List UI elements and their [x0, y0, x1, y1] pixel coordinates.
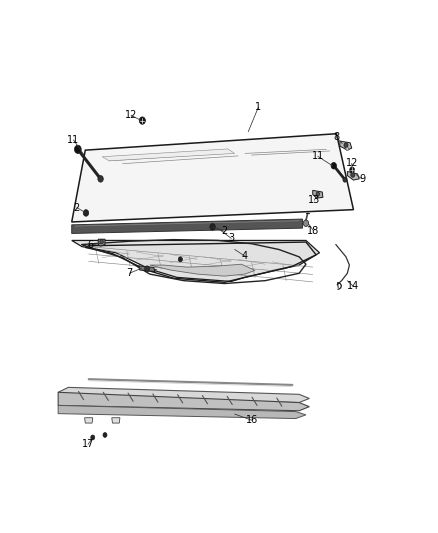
Circle shape — [100, 240, 103, 244]
Polygon shape — [347, 172, 359, 180]
Text: 12: 12 — [125, 110, 138, 120]
Polygon shape — [58, 406, 306, 418]
Circle shape — [344, 143, 348, 148]
Text: 14: 14 — [347, 281, 360, 292]
Text: 18: 18 — [307, 225, 320, 236]
Polygon shape — [85, 418, 93, 423]
Polygon shape — [72, 240, 320, 281]
Circle shape — [91, 435, 95, 440]
Polygon shape — [340, 141, 352, 150]
Polygon shape — [139, 266, 155, 272]
Text: 2: 2 — [221, 227, 228, 237]
Polygon shape — [72, 134, 353, 222]
Circle shape — [346, 147, 349, 150]
Circle shape — [139, 117, 145, 124]
Text: 4: 4 — [242, 251, 248, 261]
Text: 16: 16 — [246, 415, 258, 425]
Circle shape — [178, 257, 182, 262]
Polygon shape — [112, 418, 120, 423]
Circle shape — [331, 163, 336, 169]
Text: 1: 1 — [255, 102, 261, 112]
Circle shape — [303, 220, 309, 227]
Polygon shape — [150, 264, 255, 276]
Circle shape — [343, 177, 347, 182]
Polygon shape — [313, 190, 323, 198]
Text: 12: 12 — [346, 158, 358, 168]
Polygon shape — [58, 392, 309, 411]
Text: 13: 13 — [308, 195, 321, 205]
Text: 6: 6 — [87, 240, 93, 251]
Circle shape — [98, 175, 103, 182]
Polygon shape — [102, 149, 235, 161]
Circle shape — [83, 209, 88, 216]
Circle shape — [103, 432, 107, 438]
Text: 9: 9 — [359, 174, 365, 184]
Polygon shape — [72, 219, 303, 233]
Circle shape — [351, 172, 355, 177]
Text: 8: 8 — [333, 132, 339, 142]
Circle shape — [316, 192, 320, 196]
Text: 2: 2 — [74, 203, 80, 213]
Circle shape — [74, 145, 81, 154]
Text: 3: 3 — [228, 233, 234, 244]
Text: 7: 7 — [126, 268, 133, 278]
Polygon shape — [58, 387, 309, 402]
Text: 11: 11 — [67, 135, 80, 145]
Circle shape — [350, 167, 354, 173]
Circle shape — [210, 224, 215, 230]
Text: 11: 11 — [312, 151, 324, 161]
Text: 17: 17 — [82, 439, 94, 449]
Polygon shape — [98, 239, 105, 246]
Circle shape — [145, 266, 149, 272]
